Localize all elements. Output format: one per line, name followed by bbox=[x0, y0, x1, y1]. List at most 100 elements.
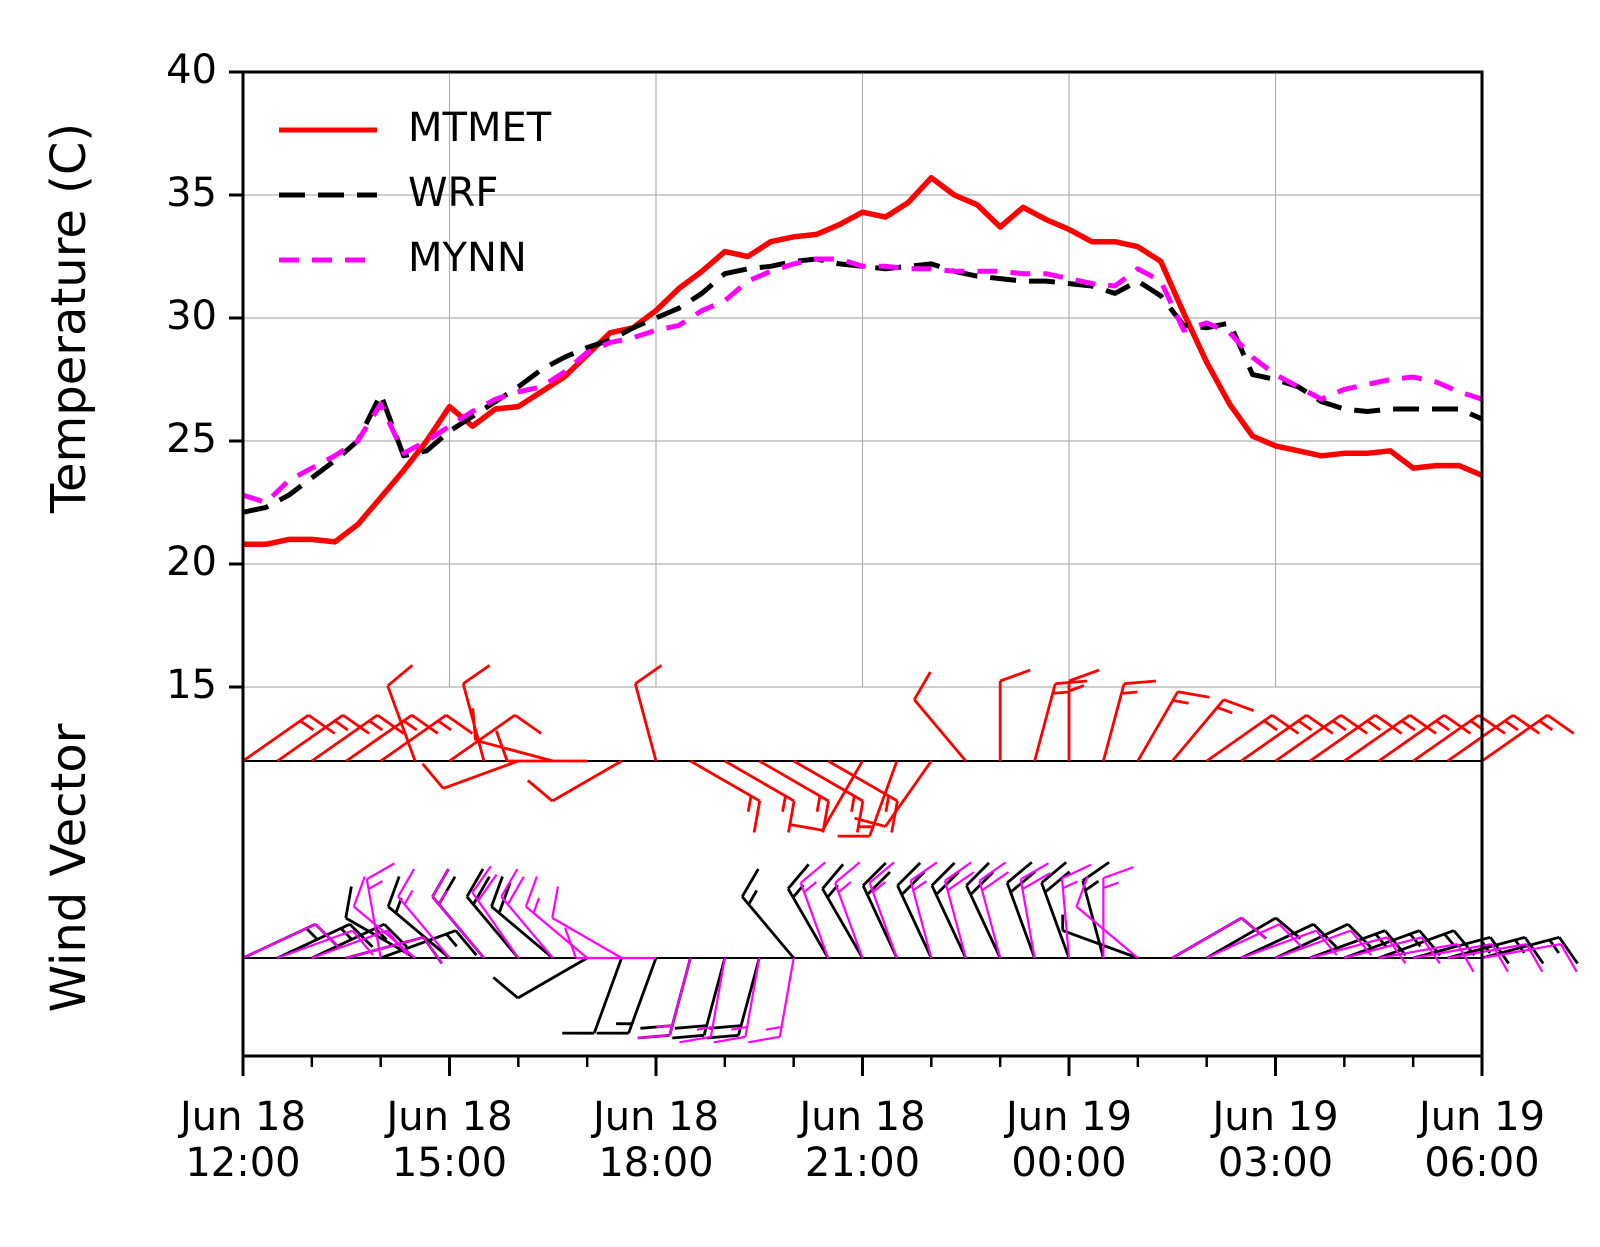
wind-barb bbox=[1067, 668, 1100, 761]
x-tick-label: Jun 18 12:00 bbox=[179, 1094, 307, 1186]
y-tick-label: 25 bbox=[166, 416, 217, 462]
wind-barb bbox=[978, 861, 1009, 959]
x-tick-label: Jun 19 00:00 bbox=[1005, 1094, 1133, 1186]
wind-barb bbox=[1040, 861, 1071, 959]
wind-barb bbox=[1205, 713, 1300, 763]
wind-barb bbox=[500, 868, 554, 959]
wind-barb bbox=[431, 868, 485, 959]
wind-barb bbox=[943, 861, 975, 959]
wind-barb bbox=[492, 956, 588, 1000]
x-tick-label: Jun 18 21:00 bbox=[799, 1094, 926, 1186]
wind-barb bbox=[1377, 713, 1472, 763]
wind-barb bbox=[380, 929, 478, 960]
wind-barb bbox=[1005, 861, 1037, 959]
wind-barb bbox=[564, 927, 656, 960]
wind-barb bbox=[526, 759, 623, 803]
wind-barb bbox=[562, 957, 623, 1035]
wind-barb bbox=[397, 868, 451, 959]
wind-barb bbox=[1344, 936, 1441, 965]
wind-barb bbox=[896, 861, 933, 959]
wind-barb bbox=[1481, 943, 1578, 973]
wind-barb bbox=[854, 760, 933, 828]
wind-barb bbox=[1171, 698, 1255, 762]
wind-barb bbox=[596, 957, 658, 1035]
wind-barb bbox=[1205, 916, 1302, 960]
wind-barb bbox=[448, 713, 543, 763]
wind-barb bbox=[1075, 876, 1139, 959]
wind-barb bbox=[1136, 690, 1210, 762]
wind-barb bbox=[1481, 713, 1575, 763]
y-tick-label: 35 bbox=[166, 170, 217, 216]
legend-label: MTMET bbox=[408, 105, 552, 151]
wind-barb bbox=[490, 876, 554, 960]
wind-barb bbox=[672, 957, 727, 1040]
wind-barb bbox=[909, 861, 938, 959]
wind-barb bbox=[421, 759, 519, 790]
wind-barb bbox=[386, 664, 417, 762]
wind-barb bbox=[1102, 866, 1134, 958]
legend-label: MYNN bbox=[408, 235, 527, 281]
wind-barb bbox=[965, 861, 1002, 959]
wind-barb bbox=[633, 664, 663, 762]
wind-barb bbox=[465, 868, 520, 959]
wind-barb bbox=[352, 876, 416, 959]
wind-barb bbox=[637, 957, 692, 1040]
wind-barb bbox=[471, 708, 554, 763]
wind-barb bbox=[799, 861, 830, 959]
wind-barb bbox=[1343, 713, 1437, 763]
y-tick-label: 40 bbox=[166, 47, 217, 93]
x-tick-label: Jun 18 18:00 bbox=[592, 1094, 720, 1186]
wind-barb bbox=[1019, 862, 1051, 959]
y-axis-label: Temperature (C) bbox=[41, 123, 97, 514]
wind-axis-label: Wind Vector bbox=[41, 723, 97, 1012]
wind-barb bbox=[724, 759, 796, 833]
y-tick-label: 30 bbox=[166, 293, 217, 339]
wind-barb bbox=[998, 668, 1031, 761]
wind-barb bbox=[1240, 713, 1334, 763]
wind-barb bbox=[706, 957, 761, 1040]
wind-barb bbox=[461, 664, 491, 762]
wind-barb bbox=[868, 861, 898, 959]
wind-barb bbox=[1274, 713, 1369, 763]
wind-barb bbox=[861, 861, 899, 959]
wind-barb bbox=[551, 886, 623, 959]
legend-label: WRF bbox=[408, 170, 498, 216]
wind-barb bbox=[242, 923, 339, 959]
wind-barb bbox=[713, 957, 761, 1044]
wind-barb bbox=[1102, 679, 1157, 762]
wind-barb bbox=[689, 759, 762, 833]
x-tick-label: Jun 18 15:00 bbox=[386, 1094, 513, 1186]
wind-barb bbox=[471, 865, 520, 959]
wind-barb bbox=[1309, 713, 1403, 763]
wind-barb bbox=[365, 862, 396, 959]
wind-barb bbox=[379, 713, 474, 763]
wind-barb bbox=[679, 957, 726, 1044]
wind-barb bbox=[276, 713, 370, 763]
wind-barb bbox=[1206, 923, 1303, 959]
wind-barb bbox=[1060, 863, 1092, 959]
wind-barb bbox=[913, 671, 967, 762]
y-tick-label: 20 bbox=[166, 539, 217, 585]
wind-barb bbox=[1309, 936, 1407, 965]
x-tick-label: Jun 19 06:00 bbox=[1418, 1094, 1546, 1186]
wind-barb bbox=[1481, 935, 1579, 965]
series-line bbox=[243, 175, 1484, 548]
wind-barb bbox=[524, 876, 588, 959]
x-tick-label: Jun 19 03:00 bbox=[1212, 1094, 1339, 1186]
wind-barb bbox=[1061, 914, 1139, 960]
wind-barb bbox=[242, 713, 336, 763]
y-tick-label: 15 bbox=[166, 662, 217, 708]
wind-barb bbox=[494, 730, 588, 763]
wind-barb bbox=[1033, 679, 1088, 762]
wind-barb bbox=[834, 861, 864, 959]
wind-barb bbox=[748, 957, 795, 1044]
wind-barb bbox=[930, 861, 968, 959]
wind-barb bbox=[790, 760, 864, 832]
axes-frame bbox=[241, 70, 1484, 1058]
wind-barb bbox=[740, 868, 795, 959]
wind-barb bbox=[1171, 917, 1267, 959]
series-line bbox=[242, 256, 1483, 505]
wind-barb bbox=[1446, 713, 1541, 763]
